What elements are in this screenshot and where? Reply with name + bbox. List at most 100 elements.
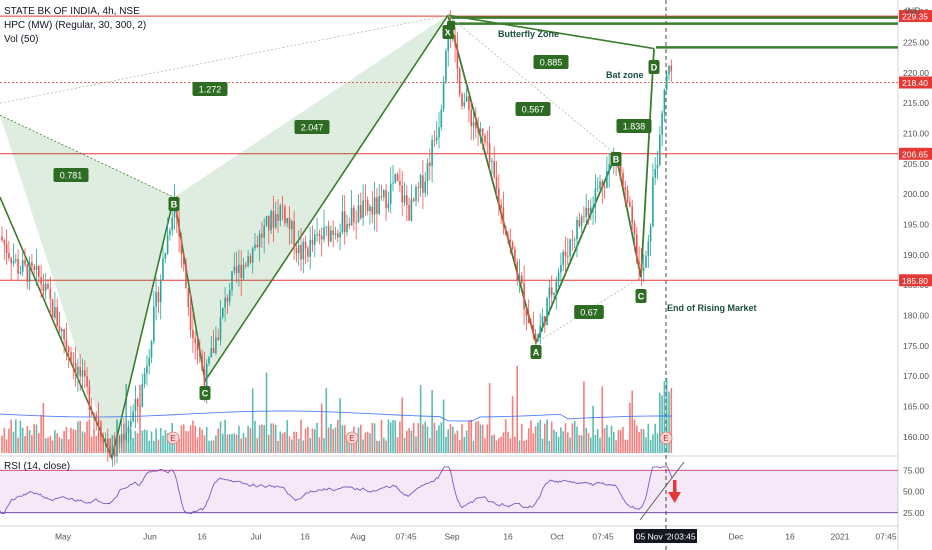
volume-bar <box>404 438 406 453</box>
candle-body <box>125 433 127 440</box>
volume-bar <box>399 422 401 453</box>
candle-body <box>91 410 93 413</box>
volume-bar <box>569 438 571 453</box>
candle-body <box>445 51 447 82</box>
rsi-tick-label: 75.00 <box>903 465 925 475</box>
volume-bar <box>507 432 509 453</box>
candle-body <box>355 222 357 223</box>
volume-bar <box>505 419 507 453</box>
candle-body <box>466 96 468 102</box>
volume-bar <box>597 429 599 453</box>
volume-bar <box>254 421 256 453</box>
volume-bar <box>38 433 40 453</box>
candle-body <box>254 245 256 249</box>
candle-body <box>464 102 466 106</box>
candle-body <box>259 233 261 247</box>
candle-body <box>63 329 65 340</box>
candle-body <box>523 283 525 309</box>
candle-body <box>328 226 330 241</box>
candle-body <box>319 234 321 236</box>
candle-body <box>238 265 240 273</box>
volume-bar <box>599 438 601 453</box>
volume-bar <box>567 432 569 453</box>
volume-bar <box>66 427 68 453</box>
volume-bar <box>319 437 321 453</box>
volume-bar <box>374 423 376 453</box>
volume-bar <box>654 424 656 453</box>
candle-body <box>45 284 47 291</box>
ratio-label: 0.885 <box>540 58 563 68</box>
candle-body <box>167 235 169 254</box>
date-tick-label: 16 <box>300 532 310 542</box>
volume-bar <box>438 425 440 453</box>
candle-body <box>358 205 360 222</box>
volume-bar <box>40 415 42 453</box>
volume-bar <box>208 441 210 453</box>
volume-bar <box>604 428 606 453</box>
candle-body <box>114 446 116 457</box>
candle-body <box>275 214 277 227</box>
candle-body <box>213 348 215 353</box>
pattern-point-label: B <box>171 200 178 210</box>
candle-body <box>438 127 440 137</box>
volume-bar <box>332 429 334 453</box>
candle-body <box>484 136 486 143</box>
volume-bar <box>574 421 576 453</box>
volume-bar <box>275 425 277 453</box>
candle-body <box>537 338 539 342</box>
candle-body <box>330 230 332 241</box>
candle-body <box>558 272 560 281</box>
volume-bar <box>411 431 413 453</box>
volume-bar <box>422 424 424 453</box>
volume-bar <box>420 385 422 453</box>
volume-legend[interactable]: Vol (50) <box>4 34 38 46</box>
ratio-label: 0.567 <box>522 105 545 115</box>
symbol-title[interactable]: STATE BK OF INDIA, 4h, NSE <box>4 6 140 18</box>
currency-label: INR <box>905 6 921 16</box>
candle-body <box>15 259 17 261</box>
candle-body <box>535 334 537 341</box>
candle-body <box>595 189 597 207</box>
candle-body <box>284 207 286 224</box>
volume-bar <box>146 430 148 453</box>
volume-bar <box>549 441 551 453</box>
volume-bar <box>17 438 19 453</box>
candle-body <box>457 45 459 69</box>
price-tick-label: 190.00 <box>903 250 929 260</box>
hpc-indicator-legend[interactable]: HPC (MW) (Regular, 30, 300, 2) <box>4 20 146 32</box>
volume-bar <box>645 437 647 453</box>
volume-bar <box>378 441 380 453</box>
volume-bar <box>89 419 91 453</box>
volume-bar <box>188 431 190 453</box>
rsi-legend[interactable]: RSI (14, close) <box>4 461 70 473</box>
candle-body <box>201 357 203 370</box>
candle-body <box>293 221 295 248</box>
candle-body <box>503 207 505 226</box>
volume-bar <box>613 432 615 453</box>
candle-body <box>215 338 217 353</box>
candle-body <box>477 128 479 132</box>
volume-bar <box>54 430 56 453</box>
candle-body <box>661 113 663 135</box>
candle-body <box>378 196 380 214</box>
volume-bar <box>535 426 537 453</box>
candle-body <box>648 242 650 256</box>
volume-bar <box>661 395 663 453</box>
candle-body <box>560 265 562 272</box>
candle-body <box>303 242 305 260</box>
volume-bar <box>602 386 604 453</box>
candle-body <box>475 122 477 129</box>
candle-body <box>374 197 376 214</box>
candle-body <box>17 259 19 273</box>
candle-body <box>56 307 58 326</box>
volume-bar <box>503 432 505 453</box>
volume-bar <box>312 429 314 453</box>
volume-bar <box>615 440 617 453</box>
volume-bar <box>215 435 217 453</box>
volume-bar <box>286 420 288 453</box>
volume-bar <box>369 433 371 453</box>
candle-body <box>489 143 491 162</box>
candle-body <box>395 174 397 183</box>
volume-bar <box>257 438 259 453</box>
volume-bar <box>618 430 620 453</box>
